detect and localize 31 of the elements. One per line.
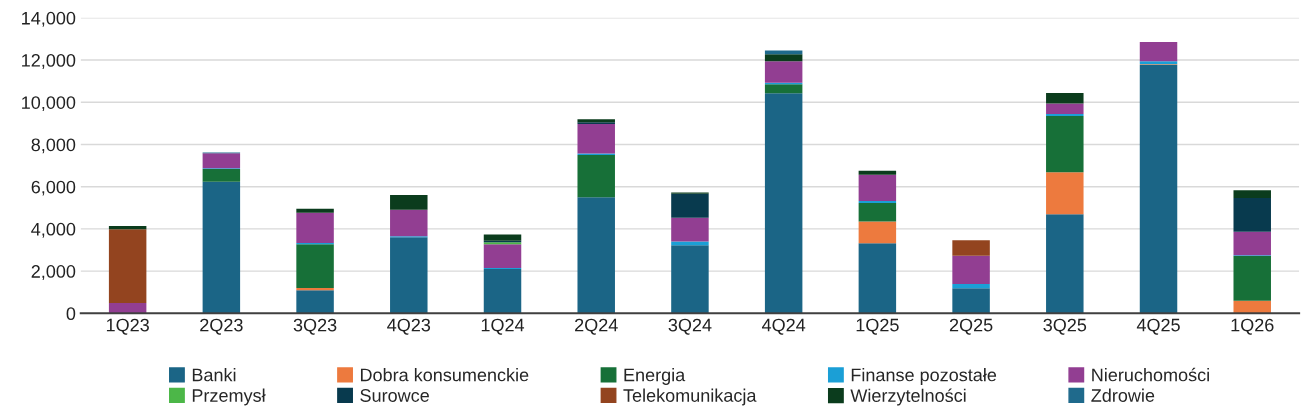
- legend-label: Przemysł: [192, 388, 266, 406]
- legend-label: Wierzytelności: [850, 388, 966, 406]
- y-tick-label: 2,000: [31, 265, 76, 280]
- legend-label: Finanse pozostałe: [851, 368, 997, 385]
- x-tick-label: 3Q23: [293, 318, 337, 335]
- legend-label: Dobra konsumenckie: [360, 368, 529, 382]
- y-tick-label: 6,000: [31, 180, 76, 196]
- legend-label: Telekomunikacja: [623, 388, 757, 406]
- y-tick-label: 10,000: [22, 96, 76, 112]
- x-tick-label: 4Q25: [1136, 318, 1180, 335]
- x-tick-label: 1Q26: [1231, 318, 1274, 335]
- x-tick-label: 2Q24: [575, 318, 618, 335]
- legend-label: Zdrowie: [1091, 388, 1155, 402]
- legend-label: Surowce: [360, 389, 429, 402]
- x-tick-label: 3Q25: [1043, 318, 1087, 335]
- x-tick-label: 1Q24: [481, 318, 525, 335]
- legend-label: Banki: [192, 368, 236, 382]
- x-tick-label: 1Q23: [106, 318, 149, 335]
- y-tick-label: 0: [66, 307, 76, 321]
- x-tick-label: 2Q25: [949, 318, 993, 335]
- legend-label: Nieruchomości: [1092, 367, 1209, 382]
- y-tick-label: 14,000: [22, 11, 76, 27]
- x-tick-label: 2Q23: [200, 318, 243, 335]
- x-tick-label: 4Q23: [387, 318, 431, 335]
- x-tick-label: 1Q25: [856, 318, 899, 335]
- legend-label: Energia: [624, 368, 686, 385]
- y-tick-label: 4,000: [31, 222, 76, 238]
- x-tick-label: 3Q24: [668, 318, 712, 335]
- x-tick-label: 4Q24: [761, 318, 806, 335]
- y-tick-label: 8,000: [31, 138, 76, 154]
- y-tick-label: 12,000: [22, 53, 76, 69]
